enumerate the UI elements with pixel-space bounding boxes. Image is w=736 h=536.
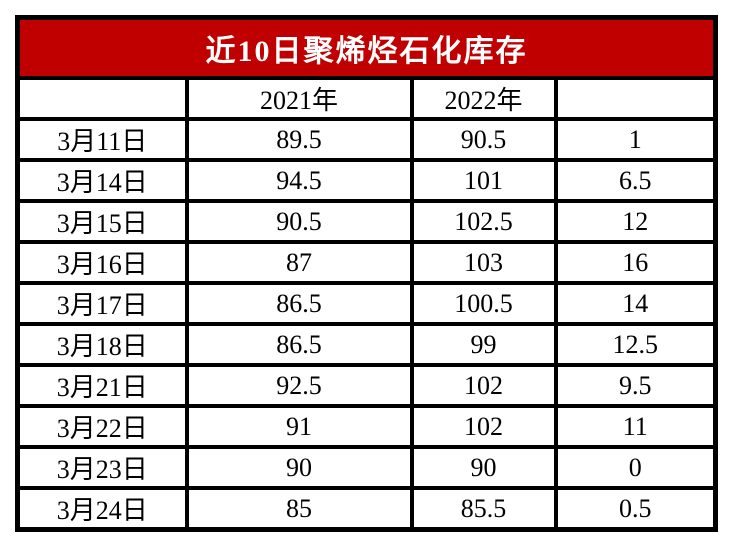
value-2021-cell: 89.5 [184, 117, 414, 162]
table-row: 3月16日 87 103 16 [15, 240, 718, 285]
date-cell: 3月23日 [15, 445, 189, 490]
date-cell: 3月24日 [15, 486, 189, 532]
table-row: 3月15日 90.5 102.5 12 [15, 199, 718, 244]
value-2022-cell: 85.5 [409, 486, 558, 532]
date-cell: 3月17日 [15, 281, 189, 326]
table-row: 3月17日 86.5 100.5 14 [15, 281, 718, 326]
table-body: 3月11日 89.5 90.5 1 3月14日 94.5 101 6.5 3月15日 90.5 10… [15, 117, 718, 532]
table-header-row: 2021年 2022年 [15, 76, 718, 121]
header-cell-2022: 2022年 [409, 76, 558, 121]
value-2022-cell: 101 [409, 158, 558, 203]
value-2021-cell: 94.5 [184, 158, 414, 203]
value-2022-cell: 102 [409, 404, 558, 449]
table-row: 3月22日 91 102 11 [15, 404, 718, 449]
table-row: 3月24日 85 85.5 0.5 [15, 486, 718, 532]
diff-cell: 9.5 [553, 363, 718, 408]
diff-cell: 12.5 [553, 322, 718, 367]
date-cell: 3月14日 [15, 158, 189, 203]
value-2022-cell: 90.5 [409, 117, 558, 162]
table-row: 3月21日 92.5 102 9.5 [15, 363, 718, 408]
header-cell-blank-left [15, 76, 189, 121]
value-2022-cell: 100.5 [409, 281, 558, 326]
value-2021-cell: 86.5 [184, 322, 414, 367]
date-cell: 3月11日 [15, 117, 189, 162]
table-title: 近10日聚烯烃石化库存 [15, 15, 718, 80]
date-cell: 3月21日 [15, 363, 189, 408]
date-cell: 3月15日 [15, 199, 189, 244]
diff-cell: 14 [553, 281, 718, 326]
date-cell: 3月22日 [15, 404, 189, 449]
date-cell: 3月18日 [15, 322, 189, 367]
diff-cell: 0 [553, 445, 718, 490]
value-2021-cell: 90.5 [184, 199, 414, 244]
diff-cell: 12 [553, 199, 718, 244]
value-2021-cell: 87 [184, 240, 414, 285]
table-row: 3月23日 90 90 0 [15, 445, 718, 490]
value-2022-cell: 102.5 [409, 199, 558, 244]
header-cell-2021: 2021年 [184, 76, 414, 121]
value-2022-cell: 99 [409, 322, 558, 367]
diff-cell: 1 [553, 117, 718, 162]
table-row: 3月14日 94.5 101 6.5 [15, 158, 718, 203]
table-row: 3月18日 86.5 99 12.5 [15, 322, 718, 367]
value-2021-cell: 91 [184, 404, 414, 449]
diff-cell: 11 [553, 404, 718, 449]
table-row: 3月11日 89.5 90.5 1 [15, 117, 718, 162]
inventory-table: 近10日聚烯烃石化库存 2021年 2022年 3月11日 89.5 90.5 1 3月… [15, 15, 718, 532]
value-2022-cell: 90 [409, 445, 558, 490]
value-2022-cell: 103 [409, 240, 558, 285]
value-2021-cell: 90 [184, 445, 414, 490]
value-2021-cell: 86.5 [184, 281, 414, 326]
diff-cell: 6.5 [553, 158, 718, 203]
diff-cell: 16 [553, 240, 718, 285]
table-title-row: 近10日聚烯烃石化库存 [15, 15, 718, 80]
value-2021-cell: 85 [184, 486, 414, 532]
diff-cell: 0.5 [553, 486, 718, 532]
header-cell-blank-right [553, 76, 718, 121]
value-2022-cell: 102 [409, 363, 558, 408]
value-2021-cell: 92.5 [184, 363, 414, 408]
date-cell: 3月16日 [15, 240, 189, 285]
